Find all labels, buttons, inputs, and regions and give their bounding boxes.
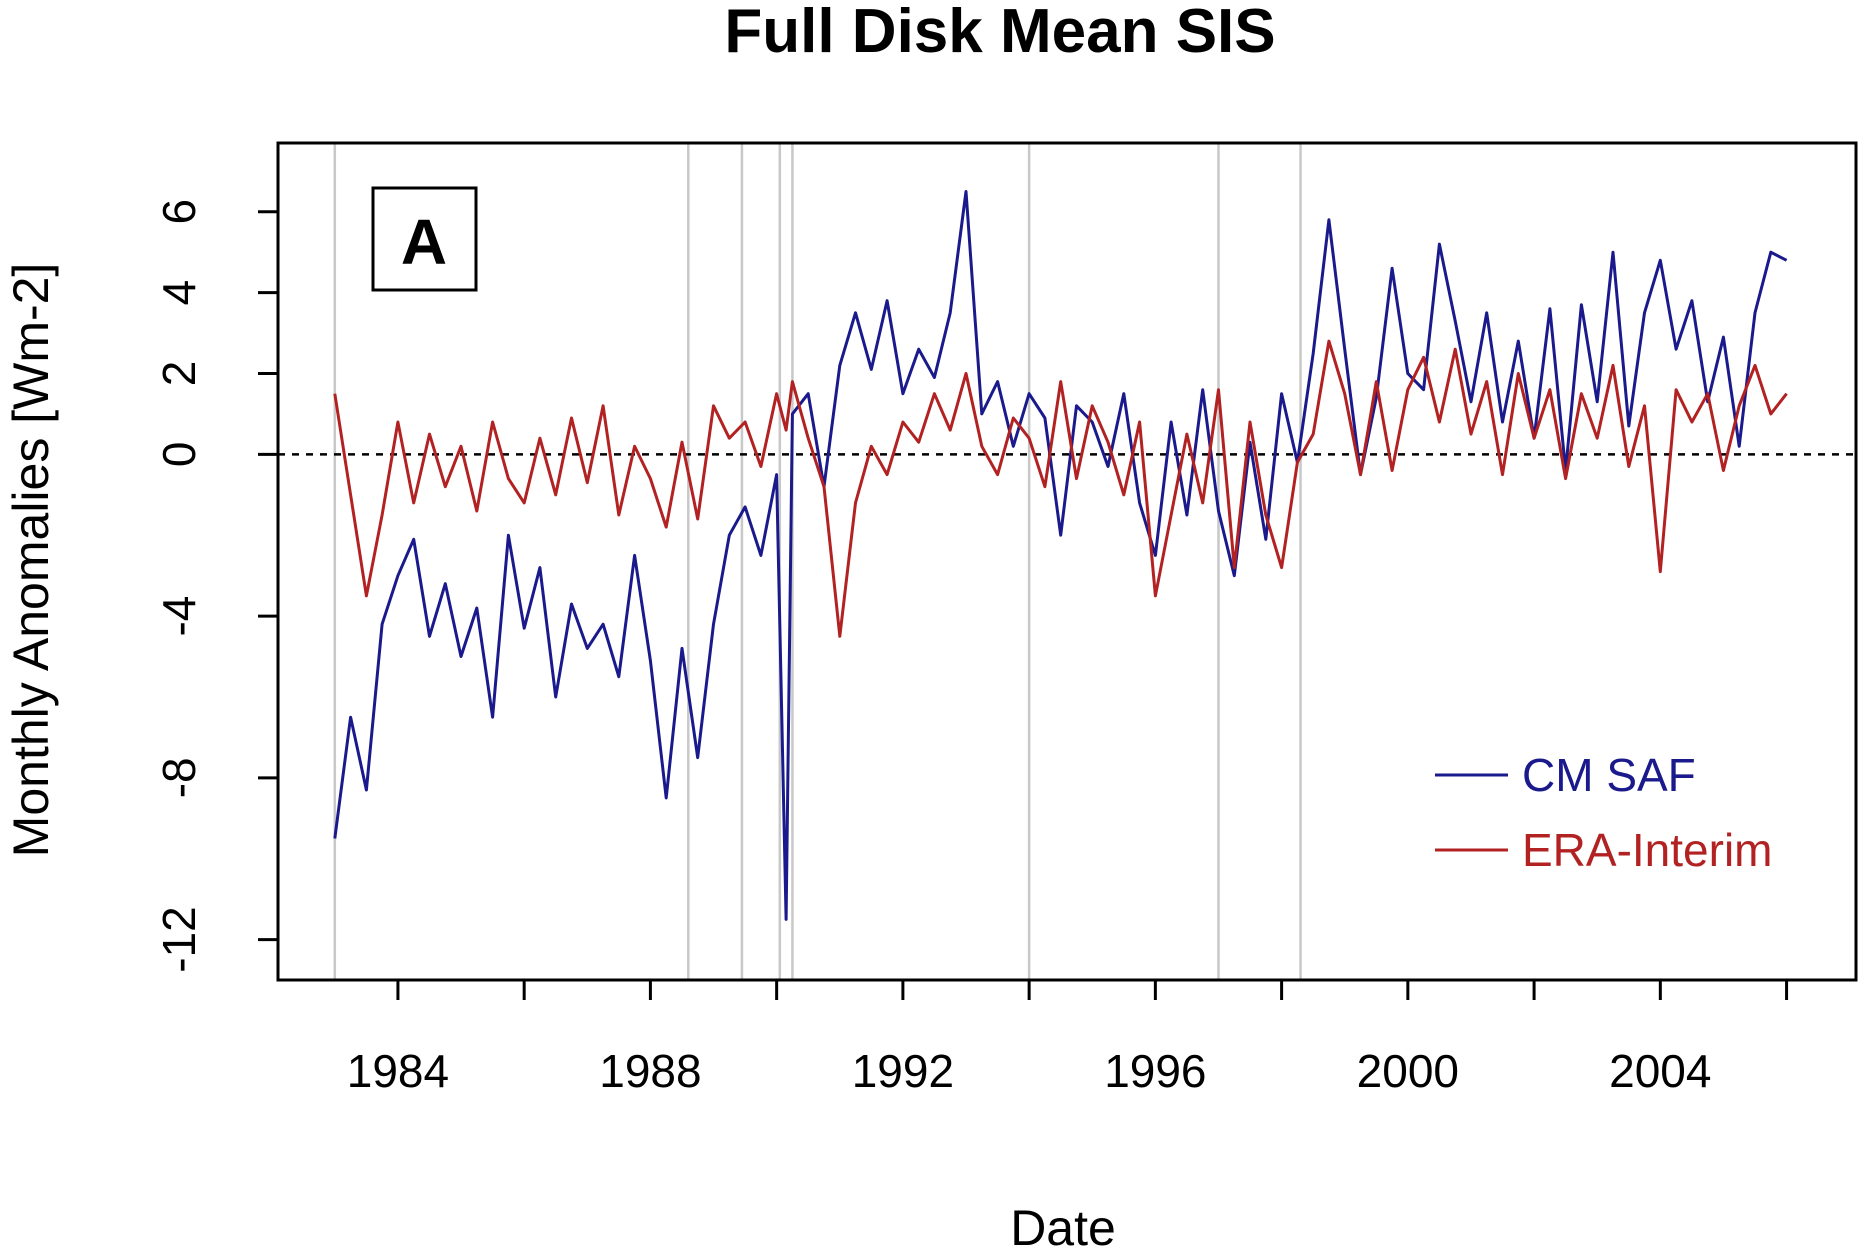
y-tick-label-2: -4: [153, 596, 205, 637]
y-tick-label-4: 2: [153, 361, 205, 387]
y-tick-label-5: 4: [153, 280, 205, 306]
legend-label-0: CM SAF: [1522, 749, 1696, 801]
x-tick-label-8: 2000: [1357, 1045, 1459, 1097]
series-line-1: [333, 339, 1788, 638]
y-tick-label-1: -8: [153, 757, 205, 798]
x-axis: 1984 1988 1992 1996 2000 2004: [347, 980, 1789, 1097]
plot-frame: [276, 141, 1858, 982]
series-line-0: [333, 190, 1788, 921]
y-axis-label: Monthly Anomalies [Wm-2]: [3, 263, 59, 858]
panel-label: A: [401, 206, 447, 278]
y-tick-label-6: 6: [153, 199, 205, 225]
legend-label-1: ERA-Interim: [1522, 824, 1772, 876]
x-tick-label-10: 2004: [1609, 1045, 1711, 1097]
panel-label-frame: [371, 186, 478, 292]
chart-title: Full Disk Mean SIS: [724, 0, 1275, 66]
y-tick-label-0: -12: [153, 906, 205, 972]
panel-label-box: A: [371, 186, 478, 292]
y-tick-label-3: 0: [153, 442, 205, 468]
x-tick-label-0: 1984: [347, 1045, 449, 1097]
series-layer: [333, 190, 1788, 921]
x-tick-label-2: 1988: [599, 1045, 701, 1097]
y-axis: -12 -8 -4 0 2 4 6: [153, 199, 278, 973]
legend: CM SAF ERA-Interim: [1435, 749, 1772, 876]
vertical-reference-lines: [333, 143, 1302, 980]
x-axis-label: Date: [1010, 1200, 1116, 1251]
x-tick-label-4: 1992: [852, 1045, 954, 1097]
x-tick-label-6: 1996: [1104, 1045, 1206, 1097]
